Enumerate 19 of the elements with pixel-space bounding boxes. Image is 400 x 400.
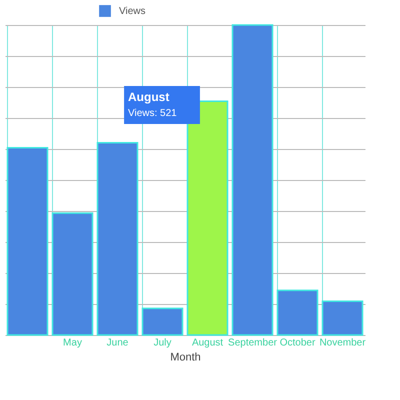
x-tick-label: July — [154, 338, 172, 348]
annotation: Views: 521 — [128, 108, 178, 119]
annotation: August — [128, 90, 170, 104]
bar — [6, 147, 48, 336]
x-tick-label: September — [228, 338, 278, 348]
bar — [96, 142, 138, 336]
x-tick-label: June — [106, 338, 129, 348]
x-tick-label: May — [63, 338, 82, 348]
bar — [232, 24, 274, 336]
x-tick-label: November — [319, 338, 366, 348]
bar — [186, 100, 228, 336]
x-tick-label: October — [280, 338, 316, 348]
bar — [52, 212, 94, 336]
legend-label: Views — [119, 6, 146, 17]
bar — [142, 308, 184, 336]
x-axis-title: Month — [170, 352, 201, 364]
bar — [322, 300, 364, 336]
x-tick-label: August — [192, 338, 224, 348]
bar — [276, 290, 318, 336]
